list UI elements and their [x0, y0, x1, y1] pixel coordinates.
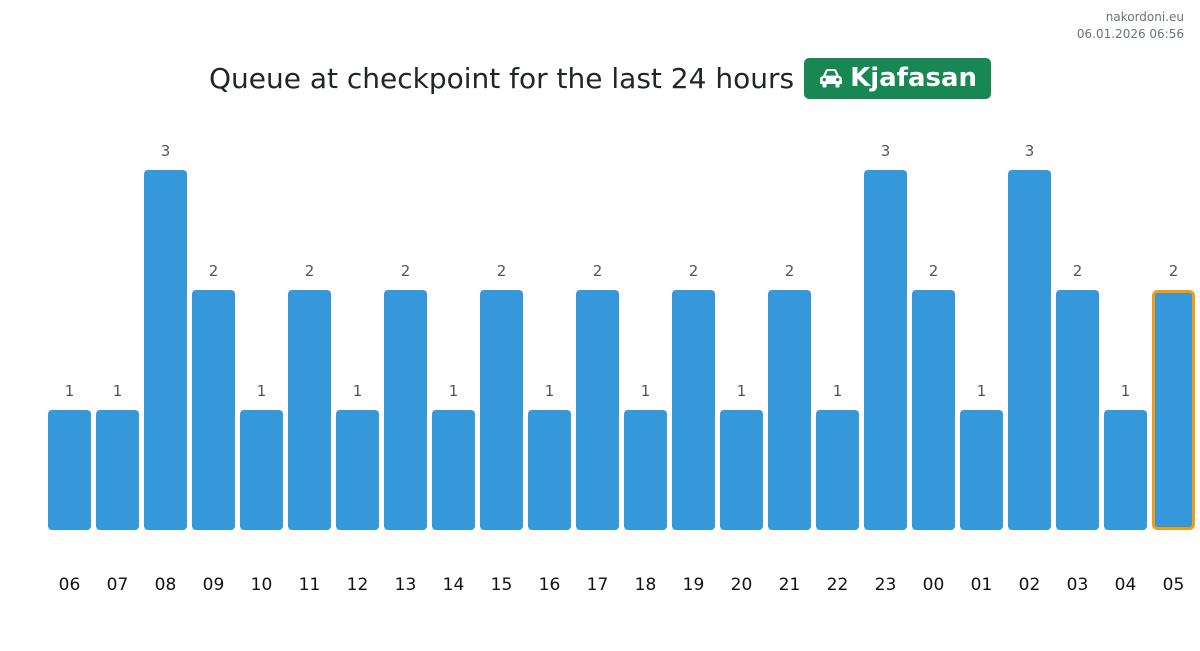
- x-tick-label: 19: [683, 575, 705, 595]
- x-tick-label: 04: [1115, 575, 1137, 595]
- bar-value-label: 1: [257, 382, 267, 400]
- bar: [1056, 290, 1099, 530]
- bar-value-label: 2: [785, 262, 795, 280]
- bar: [144, 170, 187, 530]
- bar: [912, 290, 955, 530]
- bar: [528, 410, 571, 530]
- checkpoint-name: Kjafasan: [850, 63, 978, 93]
- bar-value-label: 1: [737, 382, 747, 400]
- bar-value-label: 2: [593, 262, 603, 280]
- bar-value-label: 1: [449, 382, 459, 400]
- watermark: nakordoni.eu 06.01.2026 06:56: [1077, 9, 1184, 43]
- bar-value-label: 2: [209, 262, 219, 280]
- chart-header: Queue at checkpoint for the last 24 hour…: [0, 58, 1200, 99]
- x-tick-label: 06: [59, 575, 81, 595]
- bar: [432, 410, 475, 530]
- bar-value-label: 1: [1121, 382, 1131, 400]
- bar-value-label: 3: [881, 142, 891, 160]
- x-tick-label: 08: [155, 575, 177, 595]
- bar: [48, 410, 91, 530]
- x-tick-label: 01: [971, 575, 993, 595]
- x-tick-label: 22: [827, 575, 849, 595]
- bar-value-label: 2: [1073, 262, 1083, 280]
- x-tick-label: 21: [779, 575, 801, 595]
- bar-value-label: 2: [305, 262, 315, 280]
- bar-value-label: 2: [1169, 262, 1179, 280]
- x-tick-label: 12: [347, 575, 369, 595]
- x-tick-label: 03: [1067, 575, 1089, 595]
- bar-value-label: 2: [929, 262, 939, 280]
- bar: [624, 410, 667, 530]
- bar: [1104, 410, 1147, 530]
- bar: [816, 410, 859, 530]
- bar: [864, 170, 907, 530]
- checkpoint-badge: Kjafasan: [804, 58, 992, 99]
- car-icon: [818, 67, 844, 89]
- bar-value-label: 3: [1025, 142, 1035, 160]
- x-tick-label: 20: [731, 575, 753, 595]
- bar: [576, 290, 619, 530]
- bar-value-label: 2: [401, 262, 411, 280]
- x-tick-label: 13: [395, 575, 417, 595]
- bar-value-label: 1: [65, 382, 75, 400]
- x-tick-label: 07: [107, 575, 129, 595]
- bar-value-label: 1: [353, 382, 363, 400]
- bar-value-label: 2: [497, 262, 507, 280]
- x-tick-label: 11: [299, 575, 321, 595]
- bar-value-label: 2: [689, 262, 699, 280]
- x-tick-label: 05: [1163, 575, 1185, 595]
- x-tick-label: 09: [203, 575, 225, 595]
- x-tick-label: 10: [251, 575, 273, 595]
- bar: [960, 410, 1003, 530]
- x-tick-label: 14: [443, 575, 465, 595]
- bar: [384, 290, 427, 530]
- watermark-datetime: 06.01.2026 06:56: [1076, 27, 1184, 41]
- x-tick-label: 23: [875, 575, 897, 595]
- x-tick-label: 17: [587, 575, 609, 595]
- bar-value-label: 1: [545, 382, 555, 400]
- x-tick-label: 15: [491, 575, 513, 595]
- x-tick-label: 16: [539, 575, 561, 595]
- bar: [720, 410, 763, 530]
- bar: [96, 410, 139, 530]
- watermark-site: nakordoni.eu: [1105, 10, 1184, 24]
- bar: [480, 290, 523, 530]
- bar: [192, 290, 235, 530]
- bar: [768, 290, 811, 530]
- bar: [1008, 170, 1051, 530]
- x-tick-label: 02: [1019, 575, 1041, 595]
- bar: [672, 290, 715, 530]
- bar-value-label: 1: [833, 382, 843, 400]
- bar: [240, 410, 283, 530]
- x-tick-label: 00: [923, 575, 945, 595]
- bar: [288, 290, 331, 530]
- bar: [336, 410, 379, 530]
- bar-value-label: 1: [113, 382, 123, 400]
- bar-value-label: 1: [641, 382, 651, 400]
- bar-value-label: 1: [977, 382, 987, 400]
- x-tick-label: 18: [635, 575, 657, 595]
- bar-current-hour: [1152, 290, 1195, 530]
- bar-value-label: 3: [161, 142, 171, 160]
- page-title: Queue at checkpoint for the last 24 hour…: [208, 62, 795, 95]
